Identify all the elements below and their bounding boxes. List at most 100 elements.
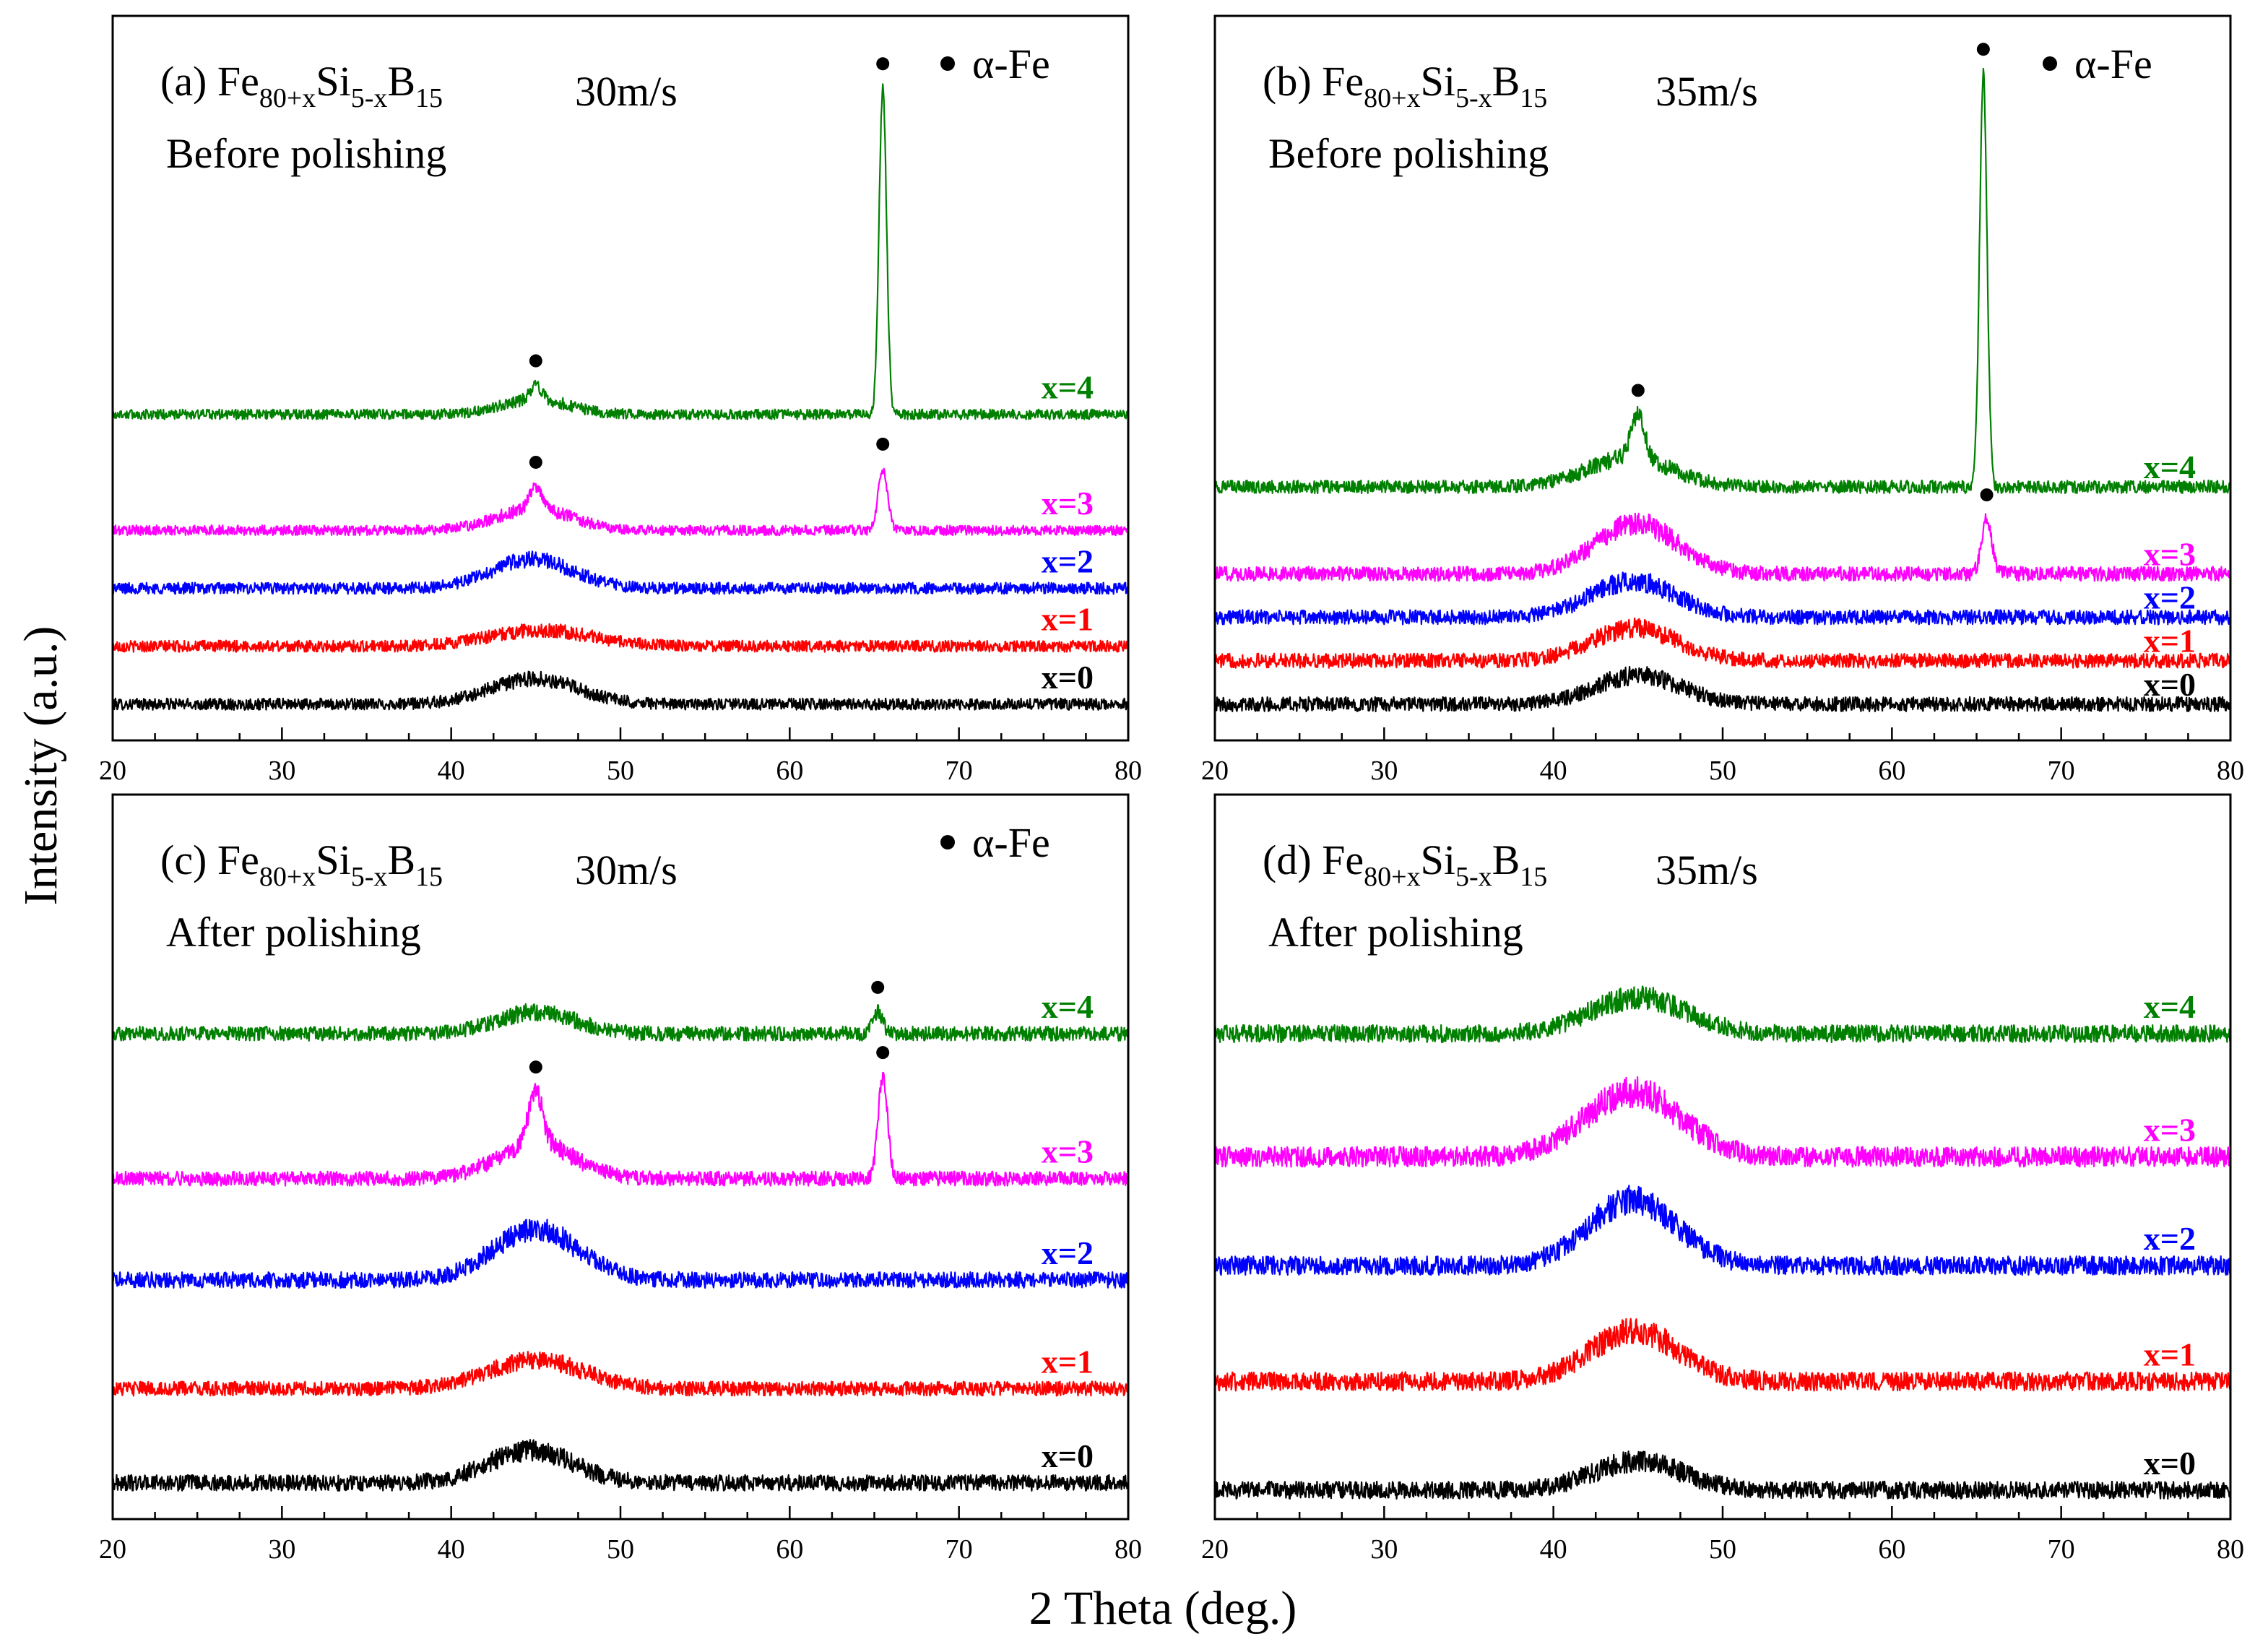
panel-d: x=0 x=1 x=2 x=3 x=4 20 30 40 50 60 70 80 (d) Fe80+xS… <box>1201 793 2244 1565</box>
panels: x=0x=1x=2x=3x=420 30 40 50 60 70 80(a) Fe80+xS… <box>99 14 2244 1565</box>
x-tick-label: 70 <box>2048 1534 2075 1565</box>
x-tick-label: 50 <box>607 756 634 786</box>
alpha-fe-marker <box>871 980 885 994</box>
formula-subscript: 15 <box>415 862 443 892</box>
alpha-fe-marker <box>1976 43 1990 56</box>
series-label-x3: x=3 <box>1042 1133 1094 1170</box>
alpha-fe-marker <box>876 437 890 451</box>
series-line-x4-a <box>113 83 1128 420</box>
series-label-x4: x=4 <box>2144 449 2196 485</box>
formula-text: Si <box>316 836 350 883</box>
formula-subscript: 5-x <box>1455 862 1492 892</box>
series-line-x4-c <box>113 1003 1128 1042</box>
series-label-x4: x=4 <box>1042 369 1094 406</box>
alpha-fe-marker <box>876 1046 890 1060</box>
x-tick-label: 40 <box>438 1534 465 1565</box>
series-label-x1: x=1 <box>1042 601 1094 638</box>
alpha-fe-marker <box>529 354 542 368</box>
formula-subscript: 5-x <box>1455 83 1492 113</box>
series-label-x1: x=1 <box>1042 1343 1094 1380</box>
x-tick-label: 20 <box>1201 1534 1229 1565</box>
alpha-fe-marker <box>1631 384 1645 397</box>
x-tick-label: 80 <box>1114 756 1142 786</box>
speed-label: 30m/s <box>575 68 678 115</box>
series-line-x0-d <box>1215 1450 2230 1500</box>
speed-label: 30m/s <box>575 847 678 894</box>
formula-text: Si <box>1421 836 1455 883</box>
formula-subscript: 5-x <box>351 83 388 113</box>
x-tick-label: 20 <box>99 1534 126 1565</box>
panel-title: (d) Fe80+xSi5-xB15 <box>1263 836 1547 892</box>
series-line-x1-b <box>1215 617 2230 669</box>
condition-label: Before polishing <box>166 130 446 177</box>
condition-label: After polishing <box>1268 909 1523 956</box>
x-tick-label: 70 <box>2048 756 2075 786</box>
series-line-x2-b <box>1215 571 2230 626</box>
legend-marker <box>940 835 955 849</box>
series-group <box>1215 67 2230 712</box>
formula-subscript: 80+x <box>259 83 316 113</box>
series-label-x3: x=3 <box>1042 485 1094 522</box>
x-tick-label: 40 <box>438 756 465 786</box>
formula-subscript: 15 <box>1520 83 1547 113</box>
x-tick-label: 70 <box>945 1534 973 1565</box>
formula-text: Si <box>1421 58 1455 105</box>
formula-subscript: 80+x <box>1364 862 1420 892</box>
x-tick-label: 30 <box>268 756 295 786</box>
formula-subscript: 80+x <box>1364 83 1420 113</box>
series-line-x3-b <box>1215 512 2230 582</box>
formula-subscript: 80+x <box>259 862 316 892</box>
x-tick-label: 60 <box>1878 756 1905 786</box>
series-group <box>113 1003 1128 1492</box>
legend-marker <box>2043 56 2057 71</box>
x-tick-label: 20 <box>99 756 126 786</box>
series-line-x1-d <box>1215 1318 2230 1392</box>
series-line-x2-c <box>113 1219 1128 1289</box>
panel-title: (c) Fe80+xSi5-xB15 <box>160 836 443 892</box>
x-tick-label: 80 <box>1114 1534 1142 1565</box>
series-label-x3: x=3 <box>2144 535 2196 572</box>
formula-text: (d) Fe <box>1263 836 1364 883</box>
formula-text: (b) Fe <box>1263 58 1364 105</box>
series-line-x4-d <box>1215 985 2230 1044</box>
x-tick-label: 40 <box>1540 1534 1567 1565</box>
formula-text: B <box>1492 836 1520 883</box>
alpha-fe-marker <box>1980 488 1994 502</box>
series-label-x0: x=0 <box>1042 659 1094 696</box>
series-line-x2-a <box>113 550 1128 595</box>
series-line-x2-d <box>1215 1185 2230 1276</box>
series-label-x0: x=0 <box>2144 1445 2196 1482</box>
formula-text: B <box>387 836 415 883</box>
formula-text: (a) Fe <box>160 58 259 105</box>
condition-label: After polishing <box>166 909 421 956</box>
series-line-x1-c <box>113 1351 1128 1397</box>
alpha-fe-marker <box>529 455 542 469</box>
panel-c: x=0 x=1 x=2 x=3 x=4 20 30 40 50 60 70 80 (c) Fe80+xS… <box>99 793 1142 1565</box>
series-line-x3-d <box>1215 1076 2230 1168</box>
series-line-x0-c <box>113 1439 1128 1492</box>
series-label-x1: x=1 <box>2144 1336 2196 1372</box>
speed-label: 35m/s <box>1655 847 1758 894</box>
x-tick-label: 30 <box>268 1534 295 1565</box>
series-label-x0: x=0 <box>1042 1437 1094 1474</box>
series-label-x3: x=3 <box>2144 1111 2196 1148</box>
alpha-fe-marker <box>529 1060 542 1074</box>
series-label-x4: x=4 <box>2144 988 2196 1025</box>
series-label-x1: x=1 <box>2144 623 2196 659</box>
series-label-x2: x=2 <box>1042 542 1094 579</box>
series-line-x0-b <box>1215 665 2230 712</box>
y-axis-label: Intensity (a.u.) <box>14 626 67 906</box>
series-label-x0: x=0 <box>2144 666 2196 703</box>
speed-label: 35m/s <box>1655 68 1758 115</box>
x-tick-label: 30 <box>1370 756 1398 786</box>
x-tick-label: 50 <box>607 1534 634 1565</box>
panel-title: (b) Fe80+xSi5-xB15 <box>1263 58 1547 113</box>
formula-text: B <box>387 58 415 105</box>
x-tick-label: 80 <box>2217 1534 2244 1565</box>
x-tick-label: 20 <box>1201 756 1229 786</box>
x-tick-label: 60 <box>776 1534 803 1565</box>
formula-subscript: 5-x <box>351 862 388 892</box>
series-line-x0-a <box>113 670 1128 711</box>
formula-text: (c) Fe <box>160 836 259 883</box>
